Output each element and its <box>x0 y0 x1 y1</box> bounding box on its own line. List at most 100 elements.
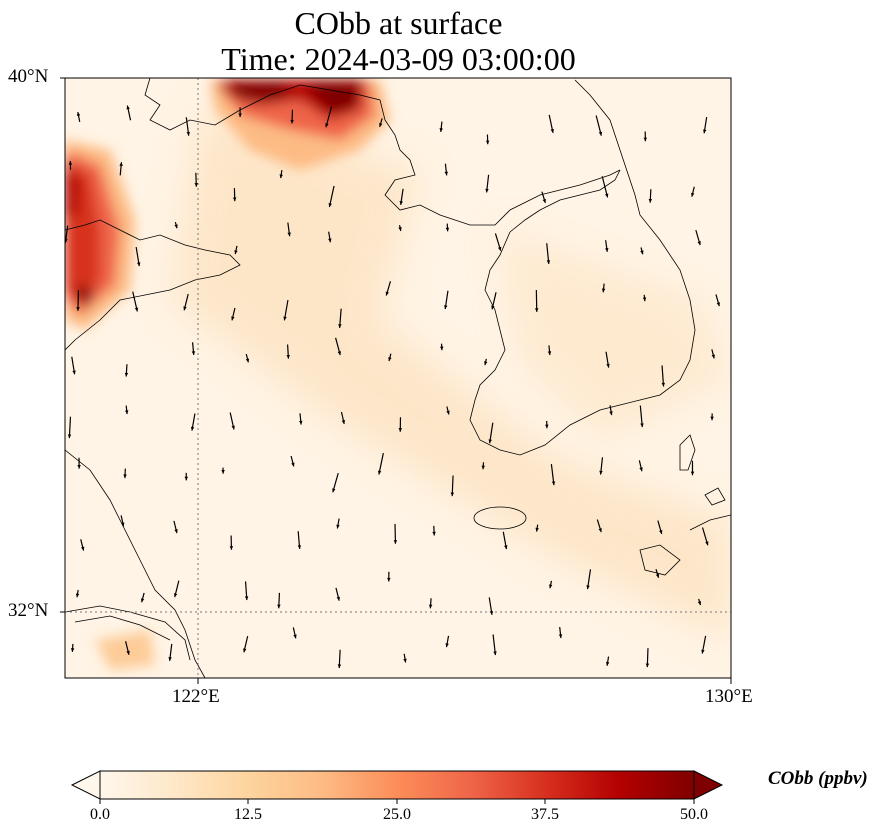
wind-arrow-head <box>283 316 287 321</box>
wind-arrow-head <box>558 634 563 639</box>
wind-arrow-head <box>605 248 609 252</box>
wind-arrow-head <box>67 434 72 439</box>
wind-arrow-head <box>229 546 234 550</box>
lon-tick-130: 130°E <box>705 686 753 707</box>
wind-arrow-head <box>290 119 294 124</box>
wind-arrow-head <box>642 297 647 302</box>
wind-arrow-head <box>428 604 433 609</box>
wind-arrow-head <box>643 137 648 142</box>
colorbar-tick: 0.0 <box>90 806 110 823</box>
wind-arrow-head <box>387 577 391 582</box>
wind-arrow-head <box>659 530 663 534</box>
wind-arrow-head <box>385 291 389 296</box>
lat-tick-40: 40°N <box>8 66 49 87</box>
plume-estuary <box>95 630 155 670</box>
wind-arrow-shaft <box>639 405 643 428</box>
wind-arrow-head <box>377 470 382 475</box>
colorbar <box>70 770 724 804</box>
wind-arrow-head <box>121 522 125 527</box>
wind-arrow-head <box>639 467 643 472</box>
wind-arrow-head <box>545 424 549 429</box>
wind-arrow-head <box>446 410 450 415</box>
wind-arrow-head <box>186 131 190 136</box>
wind-arrow-head <box>291 462 295 467</box>
wind-arrow-head <box>655 573 660 578</box>
wind-arrow-head <box>332 488 336 493</box>
gridlines <box>65 78 731 678</box>
wind-arrow-head <box>293 634 297 639</box>
wind-arrow-head <box>661 382 666 387</box>
wind-arrow-head <box>194 183 198 187</box>
wind-arrow-head <box>126 650 130 655</box>
wind-arrow-head <box>173 593 178 598</box>
wind-arrow-head <box>123 474 127 479</box>
wind-arrow-head <box>124 410 129 415</box>
wind-arrow-head <box>243 648 247 653</box>
wind-arrow-head <box>697 601 702 606</box>
wind-arrow-head <box>691 192 695 197</box>
wind-arrow-head <box>75 593 80 598</box>
wind-arrow-head <box>81 546 85 551</box>
colorbar-extend-min <box>70 770 101 800</box>
wind-arrow-head <box>705 541 709 546</box>
wind-arrow-head <box>168 657 172 661</box>
wind-arrow-head <box>546 260 551 264</box>
wind-arrow-head <box>328 203 332 207</box>
wind-arrow-head <box>245 358 250 363</box>
wind-arrow-head <box>439 128 443 132</box>
wind-arrow-head <box>399 201 403 205</box>
wind-arrow-head <box>551 481 556 486</box>
wind-arrow-head <box>174 529 178 534</box>
wind-arrow-head <box>432 531 436 536</box>
wind-arrow-head <box>286 354 290 359</box>
wind-arrow-head <box>124 372 129 377</box>
map-title: CObb at surface <box>294 5 503 41</box>
wind-arrow-head <box>190 426 195 431</box>
wind-arrow-head <box>126 105 130 110</box>
wind-arrow-head <box>488 439 492 444</box>
wind-arrow-head <box>601 288 606 293</box>
wind-arrow-head <box>341 420 346 424</box>
wind-arrow-head <box>484 361 488 366</box>
wind-arrow-head <box>450 492 455 497</box>
wind-arrow-head <box>690 471 695 476</box>
wind-arrow-head <box>640 250 644 255</box>
plume-west <box>65 140 135 330</box>
colorbar-tick: 25.0 <box>383 806 411 823</box>
wind-arrow-head <box>439 346 444 351</box>
wind-arrow-head <box>489 610 494 615</box>
wind-arrow-head <box>231 316 235 321</box>
wind-arrow-head <box>493 651 497 656</box>
wind-arrow-head <box>609 411 613 416</box>
wind-arrow-head <box>398 428 403 432</box>
lat-tick-32: 32°N <box>8 600 49 621</box>
wind-arrow-head <box>535 527 539 532</box>
wind-arrow-shaft <box>601 176 609 198</box>
wind-arrow-head <box>598 528 602 533</box>
wind-arrow-head <box>445 643 449 648</box>
wind-arrow-head <box>701 649 705 654</box>
wind-arrow-head <box>542 198 546 203</box>
wind-arrow-head <box>70 648 75 652</box>
wind-arrow-head <box>485 188 489 193</box>
wind-arrow-head <box>238 113 242 118</box>
wind-arrow-head <box>491 305 495 310</box>
wind-arrow-head <box>547 351 552 356</box>
wind-arrow-head <box>548 584 553 589</box>
wind-arrow-head <box>297 545 302 549</box>
wind-arrow-head <box>444 171 449 176</box>
wind-arrow-head <box>325 123 329 128</box>
colorbar-tick: 12.5 <box>234 806 262 823</box>
wind-arrow-head <box>550 128 554 133</box>
wind-vectors <box>65 105 720 669</box>
wind-arrow-head <box>388 357 392 362</box>
map-subtitle: Time: 2024-03-09 03:00:00 <box>221 41 576 77</box>
wind-arrow-head <box>497 246 502 251</box>
wind-arrow-head <box>221 470 225 474</box>
wind-arrow-head <box>140 598 145 603</box>
wind-arrow-head <box>534 308 539 312</box>
wind-arrow-head <box>697 241 701 246</box>
wind-arrow-head <box>710 416 714 421</box>
wind-arrow-head <box>184 476 189 481</box>
